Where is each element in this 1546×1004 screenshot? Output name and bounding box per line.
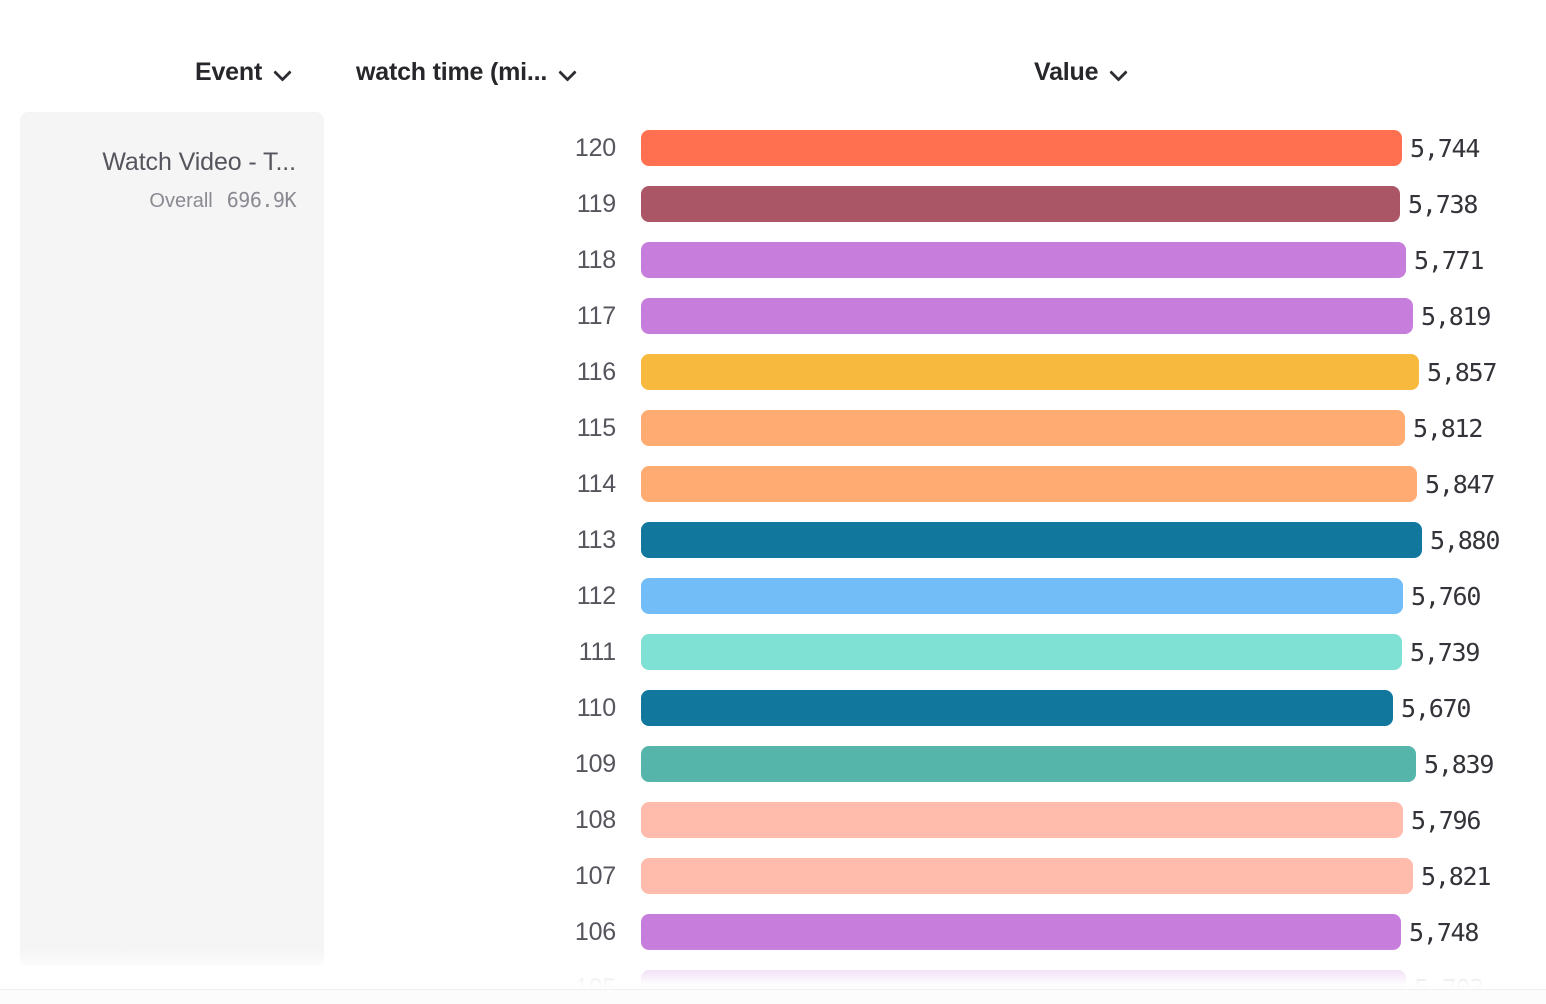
chevron-down-icon[interactable] [275,64,292,81]
bar-row-category-label: 110 [576,693,616,722]
bar-row-category-label: 108 [574,805,616,834]
bar-value-label: 5,821 [1421,861,1491,891]
bar-row[interactable]: 119 5,738 [0,176,1546,232]
bar-row-category-label: 116 [576,357,616,386]
bar-value-label: 5,819 [1421,301,1491,331]
column-header-event[interactable]: Event [195,58,292,87]
event-card-overall-label: Overall [149,190,213,212]
bar[interactable] [641,130,1402,166]
bar-row-category-label: 115 [576,413,616,442]
bar-row-category-label: 112 [576,581,616,610]
bar[interactable] [641,354,1419,390]
bar[interactable] [641,466,1417,502]
bar[interactable] [641,746,1416,782]
column-header-metric-label: watch time (mi... [356,58,548,86]
bar-row[interactable]: 111 5,739 [0,624,1546,680]
column-header-bar: Event watch time (mi... Value [0,0,1546,112]
bar-row[interactable]: 115 5,812 [0,400,1546,456]
bar-value-label: 5,771 [1414,245,1484,275]
bar[interactable] [641,858,1413,894]
bar-value-label: 5,812 [1413,413,1483,443]
bar-row[interactable]: 117 5,819 [0,288,1546,344]
bar-row[interactable]: 107 5,821 [0,848,1546,904]
bar-row[interactable]: 120 5,744 [0,120,1546,176]
event-card[interactable]: Watch Video - T... Overall 696.9K [20,112,324,965]
bar-row[interactable]: 105 5,703 [0,960,1546,1004]
bar[interactable] [641,242,1406,278]
bar[interactable] [641,298,1413,334]
column-header-value[interactable]: Value [1034,58,1128,87]
bar[interactable] [641,186,1400,222]
bar-value-label: 5,760 [1411,581,1481,611]
bar-row-category-label: 105 [574,973,616,1002]
chevron-down-icon[interactable] [1111,64,1128,81]
bar-row-category-label: 109 [574,749,616,778]
bar-row-category-label: 114 [576,469,616,498]
chevron-down-icon[interactable] [560,64,577,81]
bar-row-category-label: 120 [574,133,616,162]
bar[interactable] [641,914,1401,950]
column-header-value-label: Value [1034,58,1099,86]
bar-row[interactable]: 108 5,796 [0,792,1546,848]
bar-row[interactable]: 112 5,760 [0,568,1546,624]
bar[interactable] [641,970,1406,1004]
bar-value-label: 5,857 [1427,357,1497,387]
bar[interactable] [641,578,1403,614]
bar-value-label: 5,847 [1425,469,1495,499]
bar-value-label: 5,748 [1409,917,1479,947]
bar-value-label: 5,744 [1410,133,1480,163]
bar-row[interactable]: 106 5,748 [0,904,1546,960]
bar-row-category-label: 117 [576,301,616,330]
bar-row[interactable]: 110 5,670 [0,680,1546,736]
bar-value-label: 5,670 [1401,693,1471,723]
bar[interactable] [641,634,1402,670]
event-card-overall: Overall 696.9K [149,188,296,213]
bar-row[interactable]: 113 5,880 [0,512,1546,568]
bar-row[interactable]: 114 5,847 [0,456,1546,512]
bar-row-category-label: 118 [576,245,616,274]
bar[interactable] [641,522,1422,558]
bar[interactable] [641,410,1405,446]
bar-value-label: 5,739 [1410,637,1480,667]
column-header-metric[interactable]: watch time (mi... [356,58,577,87]
column-header-event-label: Event [195,58,263,86]
bar-row-category-label: 111 [578,637,617,666]
bar[interactable] [641,802,1403,838]
bar-row-list: 120 5,744 119 5,738 118 5,771 117 5,819 116 5,857… [0,112,1546,1004]
event-card-title: Watch Video - T... [102,148,296,176]
bar-value-label: 5,703 [1414,973,1484,1003]
bar-row-category-label: 107 [574,861,616,890]
event-card-overall-value: 696.9K [226,188,297,212]
bar-row[interactable]: 116 5,857 [0,344,1546,400]
bar-value-label: 5,880 [1430,525,1500,555]
bar-row[interactable]: 109 5,839 [0,736,1546,792]
bar-value-label: 5,796 [1411,805,1481,835]
bar-row-category-label: 106 [574,917,616,946]
bar-row[interactable]: 118 5,771 [0,232,1546,288]
bar-value-label: 5,839 [1424,749,1494,779]
bar[interactable] [641,690,1393,726]
bar-row-category-label: 119 [576,189,616,218]
bar-value-label: 5,738 [1408,189,1478,219]
bar-row-category-label: 113 [576,525,616,554]
